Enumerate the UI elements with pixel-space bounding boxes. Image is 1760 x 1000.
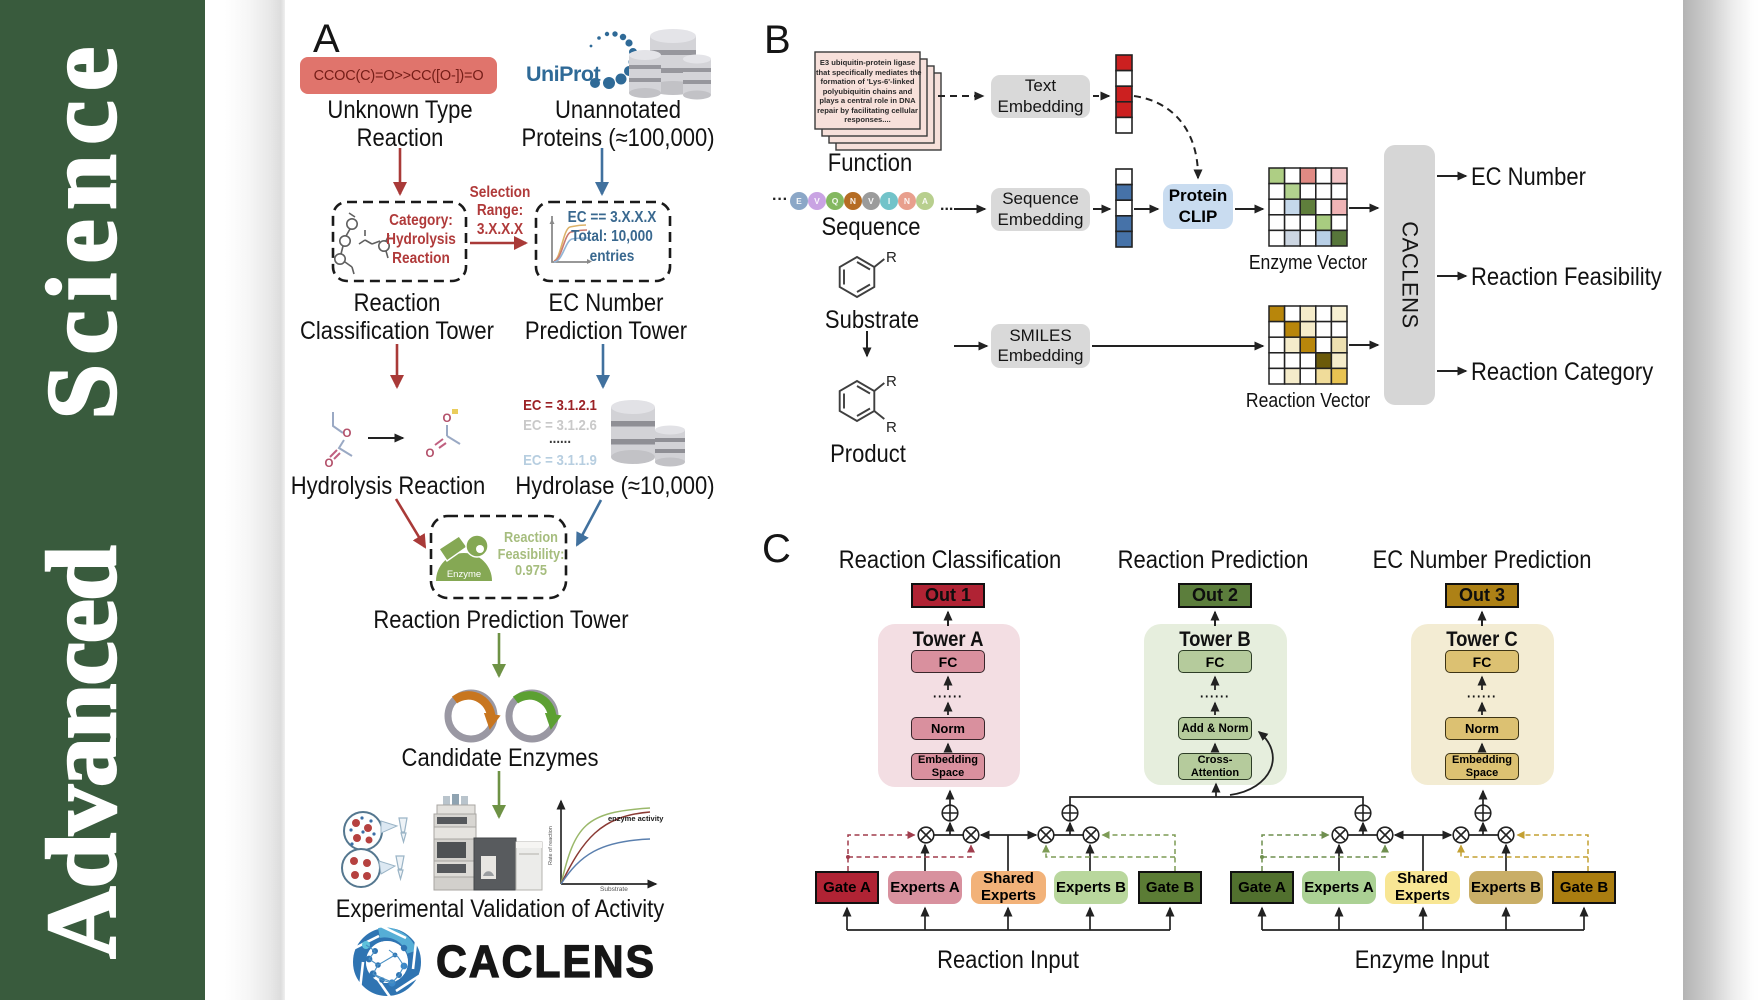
svg-text:V: V [814,196,820,206]
svg-text:R: R [886,419,897,436]
svg-text:UniProt: UniProt [526,62,600,86]
svg-text:Q: Q [832,196,839,206]
svg-text:N: N [850,196,856,206]
svg-text:O: O [325,458,334,470]
svg-text:O: O [443,413,452,425]
svg-text:I: I [888,196,890,206]
svg-text:···: ··· [772,191,788,208]
svg-text:A: A [922,196,928,206]
svg-text:O: O [343,428,352,440]
svg-text:...: ... [940,197,953,214]
svg-text:R: R [886,373,897,390]
svg-text:R: R [886,249,897,266]
svg-text:E: E [796,196,802,206]
svg-text:V: V [868,196,874,206]
svg-text:N: N [904,196,910,206]
svg-text:enzyme activity: enzyme activity [608,814,664,823]
svg-text:Rate of reaction: Rate of reaction [548,826,554,865]
svg-text:O: O [426,448,435,460]
svg-text:Substrate: Substrate [600,886,628,893]
svg-text:Enzyme: Enzyme [447,569,481,580]
